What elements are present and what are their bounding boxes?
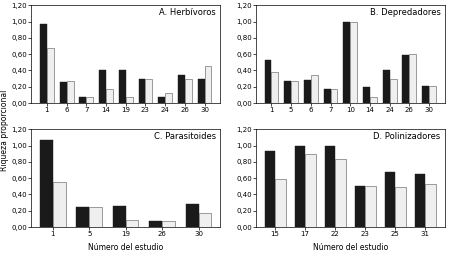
Bar (370, 97, 377, 103)
Bar (119, 70, 126, 103)
X-axis label: Número del estudio: Número del estudio (88, 243, 163, 252)
Bar (47, 49, 54, 103)
Bar (178, 75, 185, 103)
Bar (295, 146, 305, 227)
Bar (76, 207, 89, 227)
Bar (205, 66, 211, 103)
Bar (365, 186, 376, 227)
Bar (126, 220, 138, 227)
Bar (186, 204, 198, 227)
Bar (60, 82, 66, 103)
Bar (89, 207, 102, 227)
Bar (79, 97, 86, 103)
Bar (126, 97, 132, 103)
Text: D. Polinizadores: D. Polinizadores (374, 132, 441, 141)
Text: A. Herbívoros: A. Herbívoros (159, 8, 216, 17)
Bar (402, 55, 409, 103)
Bar (355, 186, 365, 227)
Bar (113, 206, 126, 227)
Bar (429, 86, 436, 103)
Text: C. Parasitoides: C. Parasitoides (154, 132, 216, 141)
Bar (385, 173, 395, 227)
Bar (162, 221, 175, 227)
Bar (185, 79, 192, 103)
Bar (324, 89, 330, 103)
Bar (264, 60, 271, 103)
Bar (390, 79, 396, 103)
Bar (158, 97, 165, 103)
Bar (40, 24, 47, 103)
Bar (325, 146, 335, 227)
Bar (99, 70, 106, 103)
Bar (66, 81, 74, 103)
Bar (395, 187, 406, 227)
Bar (409, 54, 416, 103)
Bar (330, 89, 337, 103)
Bar (425, 184, 436, 227)
Bar (350, 22, 357, 103)
Text: B. Depredadores: B. Depredadores (370, 8, 441, 17)
Bar (311, 75, 318, 103)
Bar (415, 174, 425, 227)
Bar (264, 151, 275, 227)
Bar (198, 79, 205, 103)
Bar (86, 97, 93, 103)
Text: Riqueza proporcional: Riqueza proporcional (0, 90, 9, 171)
Bar (363, 87, 370, 103)
Bar (139, 79, 145, 103)
Bar (40, 140, 53, 227)
Bar (275, 179, 286, 227)
Bar (335, 159, 346, 227)
Bar (53, 182, 66, 227)
Bar (291, 81, 298, 103)
Bar (271, 72, 278, 103)
Bar (150, 221, 162, 227)
Bar (383, 70, 390, 103)
X-axis label: Número del estudio: Número del estudio (313, 243, 388, 252)
Bar (422, 86, 429, 103)
Bar (165, 93, 172, 103)
Bar (343, 22, 350, 103)
Bar (284, 81, 291, 103)
Bar (145, 79, 152, 103)
Bar (305, 154, 316, 227)
Bar (198, 213, 211, 227)
Bar (106, 89, 113, 103)
Bar (304, 80, 311, 103)
